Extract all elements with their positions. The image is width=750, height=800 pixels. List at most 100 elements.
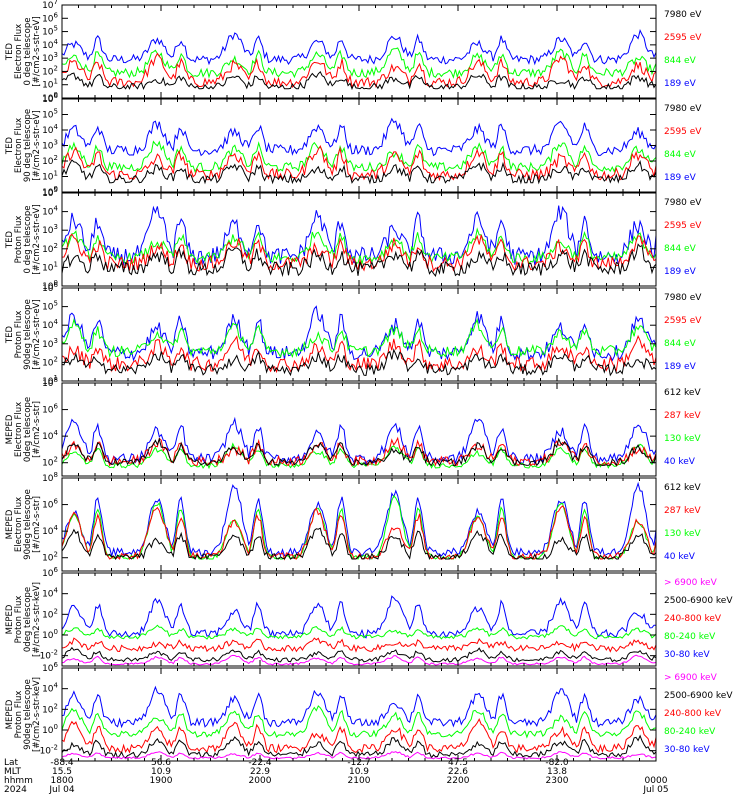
y-tick-label: 100: [42, 279, 58, 292]
y-tick-label: 100: [42, 723, 58, 736]
y-tick-label: 102: [42, 154, 58, 167]
x-tick-label: 2100: [348, 776, 371, 786]
x-axis-row-label: MLT: [4, 767, 22, 777]
series-line-30-80-kev: [61, 595, 656, 639]
y-axis-label: Electron Flux: [14, 118, 24, 173]
x-tick-label: 22.9: [250, 767, 270, 777]
y-axis-label: 90deg telescope: [23, 299, 33, 370]
series-line-30-80-kev: [61, 685, 657, 729]
legend-entry: 2500-6900 keV: [664, 691, 733, 701]
y-tick-label: 102: [42, 242, 58, 255]
y-axis-label: 90deg telescope: [23, 489, 33, 560]
series-line-240-800-kev: [61, 718, 657, 754]
x-axis-row-label: 2024: [4, 785, 27, 795]
x-tick-label: Jul 05: [642, 785, 668, 795]
series-line-130-kev: [61, 494, 657, 561]
legend-entry: 612 keV: [664, 483, 701, 493]
legend-entry: 30-80 keV: [664, 745, 710, 755]
y-tick-label: 102: [42, 551, 58, 564]
panel-4: 101 102 103 104 105 106 TED Proton Flux 90deg te…: [5, 281, 702, 387]
series-line-844-ev: [61, 318, 657, 359]
y-tick-label: 106: [42, 281, 58, 294]
panel-3: 100 101 102 103 104 105 TED Proton Flux 0 deg te…: [5, 186, 702, 292]
legend-entry: 844 eV: [664, 339, 697, 349]
series-line-7980-ev: [61, 70, 657, 91]
panel-7: 10-2 100 102 104 106 MEPED Proton Flux 0deg tel…: [5, 566, 733, 667]
x-axis-row-label: hhmm: [4, 776, 33, 786]
y-tick-label: 101: [42, 78, 58, 91]
legend-entry: 2595 eV: [664, 33, 702, 43]
legend-entry: 287 keV: [664, 506, 701, 516]
y-axis-label: Electron Flux: [14, 402, 24, 457]
legend-entry: 2595 eV: [664, 316, 702, 326]
legend-entry: 130 keV: [664, 529, 701, 539]
y-axis-label: Proton Flux: [14, 596, 24, 644]
x-tick-label: 2300: [546, 776, 569, 786]
legend-entry: 612 keV: [664, 388, 701, 398]
y-tick-label: 10-2: [40, 744, 58, 757]
y-tick-label: 104: [42, 429, 58, 442]
series-line-2595-ev: [61, 334, 657, 374]
y-axis-label: Proton Flux: [14, 216, 24, 264]
series-line-189-ev: [61, 305, 657, 362]
x-tick-label: 10.9: [349, 767, 369, 777]
y-axis-label: Electron Flux: [14, 24, 24, 79]
y-tick-label: 103: [42, 51, 58, 64]
y-tick-label: 103: [42, 139, 58, 152]
y-tick-label: 101: [42, 170, 58, 183]
y-tick-label: 104: [42, 123, 58, 136]
y-tick-label: 105: [42, 186, 58, 199]
legend-entry: 2500-6900 keV: [664, 596, 733, 606]
series-line-612-kev: [61, 527, 657, 561]
y-tick-label: 103: [42, 337, 58, 350]
legend-entry: 189 eV: [664, 79, 697, 89]
y-axis-label: [#/cm2-s-str]: [32, 401, 42, 458]
y-tick-label: 100: [42, 185, 58, 198]
x-tick-label: 47.5: [448, 758, 468, 768]
y-axis-label: [#/cm2-s-str-eV]: [32, 16, 42, 86]
legend-entry: > 6900 keV: [664, 673, 718, 683]
y-tick-label: 106: [42, 92, 58, 105]
y-axis-label: [#/cm2-s-str-eV]: [32, 204, 42, 274]
y-tick-label: 102: [42, 355, 58, 368]
y-tick-label: 106: [42, 661, 58, 674]
legend-entry: 189 eV: [664, 267, 697, 277]
y-tick-label: 106: [42, 11, 58, 24]
panel-frame: [61, 667, 657, 762]
series-line-80-240-kev: [61, 705, 657, 739]
y-axis-label: TED: [5, 136, 15, 155]
series-line-7980-ev: [61, 348, 657, 377]
legend-entry: 7980 eV: [664, 10, 702, 20]
legend-entry: 844 eV: [664, 244, 697, 254]
series-line-2595-ev: [61, 233, 657, 273]
y-tick-label: 105: [42, 108, 58, 121]
y-tick-label: 104: [42, 38, 58, 51]
y-axis-label: 0 deg telescope: [23, 206, 33, 274]
legend-entry: 2595 eV: [664, 221, 702, 231]
legend-entry: 7980 eV: [664, 198, 702, 208]
x-tick-label: 13.8: [547, 767, 567, 777]
y-tick-label: 107: [42, 0, 58, 11]
y-tick-label: 101: [42, 260, 58, 273]
panel-6: 102 104 106 108 MEPED Electron Flux 90deg tele…: [5, 471, 701, 572]
x-tick-label: -88.4: [50, 758, 74, 768]
legend-entry: 130 keV: [664, 434, 701, 444]
series-line-7980-ev: [61, 159, 657, 185]
series-line-287-kev: [61, 505, 657, 561]
x-tick-label: -22.4: [248, 758, 272, 768]
legend-entry: 7980 eV: [664, 104, 702, 114]
y-axis-label: [#/cm2-s-str]: [32, 496, 42, 553]
y-axis-label: TED: [5, 230, 15, 249]
series-line-612-kev: [61, 437, 657, 467]
y-axis-label: Proton Flux: [14, 311, 24, 359]
series-line-130-kev: [61, 442, 657, 470]
y-axis-label: [#/cm2-s-str-keV]: [32, 582, 42, 657]
y-tick-label: 100: [42, 91, 58, 104]
y-tick-label: 103: [42, 223, 58, 236]
series-line-189-ev: [61, 117, 657, 157]
legend-entry: 189 eV: [664, 362, 697, 372]
x-tick-label: -82.0: [545, 758, 569, 768]
